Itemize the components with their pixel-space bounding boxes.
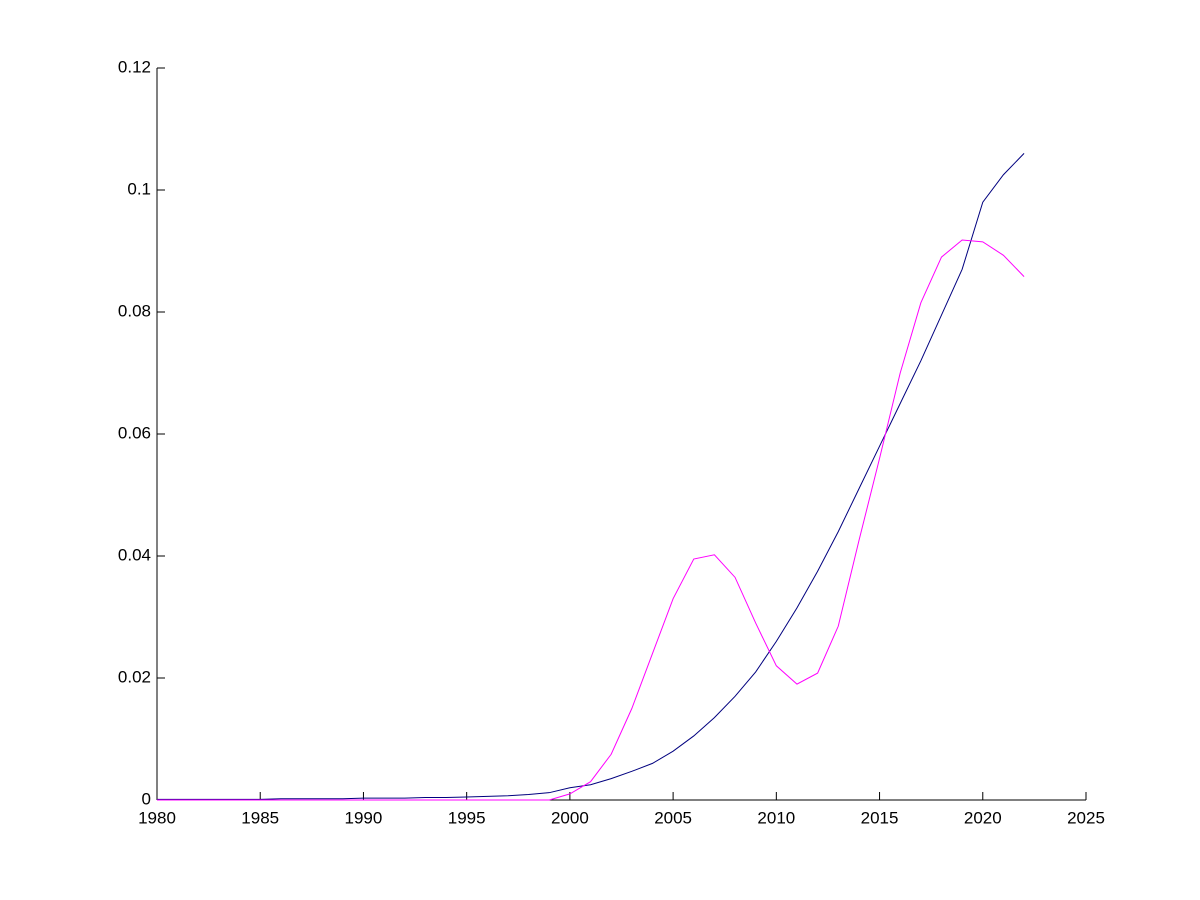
x-tick-label: 2010 xyxy=(757,808,795,827)
y-tick-label: 0.08 xyxy=(118,301,151,320)
x-tick-label: 2015 xyxy=(861,808,899,827)
x-tick-label: 1990 xyxy=(345,808,383,827)
y-tick-label: 0.1 xyxy=(127,179,151,198)
x-tick-label: 2020 xyxy=(964,808,1002,827)
x-tick-label: 1980 xyxy=(138,808,176,827)
y-tick-label: 0.04 xyxy=(118,545,151,564)
x-tick-label: 2025 xyxy=(1067,808,1105,827)
x-tick-label: 2000 xyxy=(551,808,589,827)
y-tick-label: 0.02 xyxy=(118,667,151,686)
line xyxy=(157,153,1025,800)
x-tick-label: 1985 xyxy=(241,808,279,827)
y-tick-label: 0.12 xyxy=(118,57,151,76)
y-tick-label: 0 xyxy=(142,789,151,808)
line xyxy=(157,239,1025,801)
x-tick-label: 1995 xyxy=(448,808,486,827)
y-tick-label: 0.06 xyxy=(118,423,151,442)
x-tick-label: 2005 xyxy=(654,808,692,827)
